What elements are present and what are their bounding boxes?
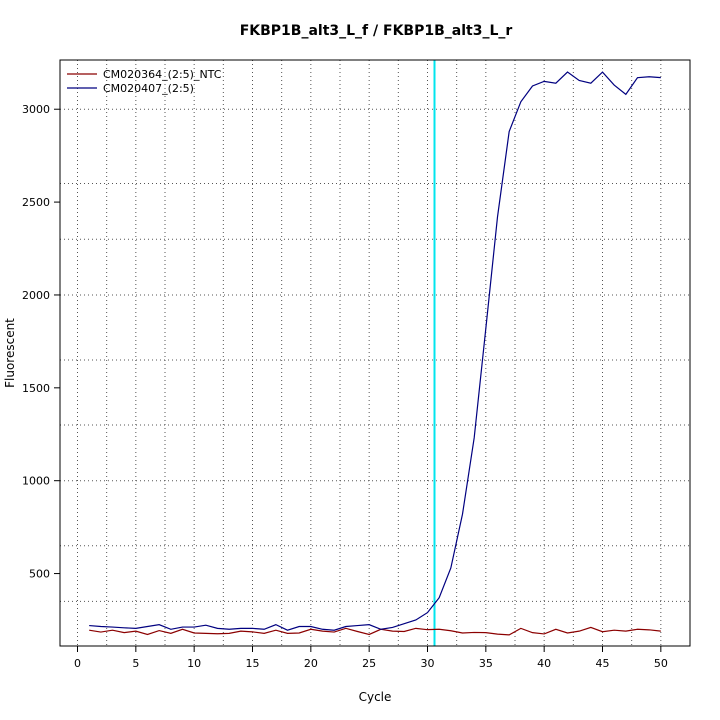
x-tick-label: 30 [421,657,435,670]
series-line-2 [89,71,661,631]
y-tick-label: 2500 [22,196,50,209]
y-axis: 500 1000 1500 2000 2500 3000 [22,103,60,581]
series-layer [89,71,661,636]
x-axis-label: Cycle [359,690,392,704]
x-tick-label: 50 [654,657,668,670]
y-axis-label: Fluorescent [3,318,17,388]
x-tick-label: 35 [479,657,493,670]
x-tick-label: 0 [74,657,81,670]
x-axis: 0 5 10 15 20 25 30 35 40 45 50 [74,646,668,670]
x-tick-label: 5 [132,657,139,670]
series-line-1 [89,626,661,636]
plot-frame [59,59,691,647]
x-tick-label: 10 [187,657,201,670]
legend-label-2: CM020407_(2:5) [103,82,194,95]
x-tick-label: 15 [246,657,260,670]
y-tick-label: 1500 [22,382,50,395]
x-tick-label: 20 [304,657,318,670]
x-tick-label: 40 [537,657,551,670]
chart-title: FKBP1B_alt3_L_f / FKBP1B_alt3_L_r [240,23,513,39]
x-tick-label: 25 [362,657,376,670]
grid-layer [60,60,690,646]
legend-label-1: CM020364_(2:5)_NTC [103,68,222,81]
y-tick-label: 500 [29,568,50,581]
y-tick-label: 3000 [22,103,50,116]
x-tick-label: 45 [596,657,610,670]
y-tick-label: 2000 [22,289,50,302]
y-tick-label: 1000 [22,475,50,488]
